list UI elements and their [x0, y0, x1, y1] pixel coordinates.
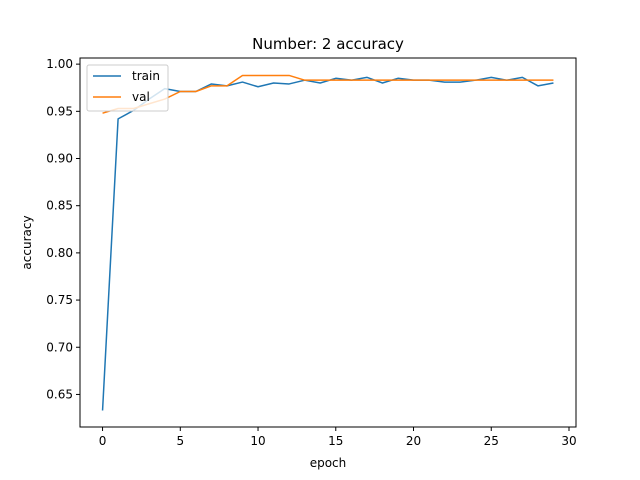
x-tick-label: 25 [484, 434, 499, 448]
y-tick-label: 0.95 [46, 104, 73, 118]
series-line-train [101, 76, 554, 411]
x-axis-ticks: 0 5 10 15 20 25 30 [99, 427, 577, 448]
y-tick-label: 0.65 [46, 387, 73, 401]
y-tick-label: 0.85 [46, 199, 73, 213]
y-tick-label: 0.70 [46, 340, 73, 354]
x-tick-label: 10 [250, 434, 265, 448]
x-tick-label: 15 [328, 434, 343, 448]
y-axis-label: accuracy [20, 215, 34, 269]
y-tick-label: 0.75 [46, 293, 73, 307]
x-tick-label: 20 [406, 434, 421, 448]
legend-label-train: train [132, 69, 160, 83]
legend-label-val: val [132, 90, 150, 104]
y-tick-label: 1.00 [46, 57, 73, 71]
x-tick-label: 30 [561, 434, 576, 448]
chart-title: Number: 2 accuracy [252, 35, 404, 53]
x-tick-label: 5 [176, 434, 184, 448]
y-tick-label: 0.80 [46, 246, 73, 260]
y-tick-label: 0.90 [46, 152, 73, 166]
y-axis-ticks: 0.65 0.70 0.75 0.80 0.85 0.90 0.95 1.00 [46, 57, 80, 401]
x-axis-label: epoch [310, 456, 347, 470]
plot-lines [101, 74, 554, 411]
x-tick-label: 0 [99, 434, 107, 448]
legend: train val [86, 64, 169, 112]
axes-frame [79, 57, 577, 428]
series-line-val [102, 74, 554, 114]
